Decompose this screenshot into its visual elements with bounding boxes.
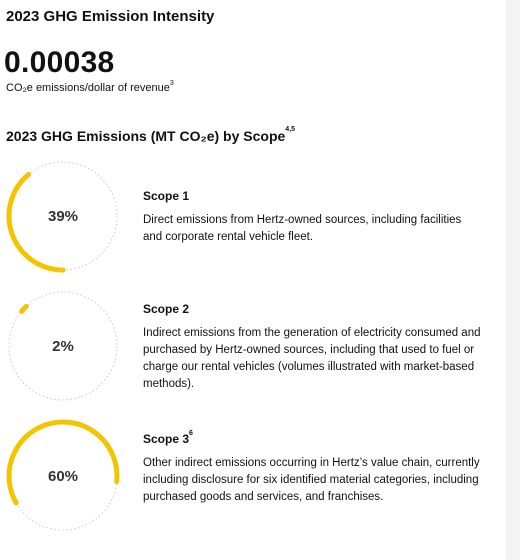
rings: 39% 2% 60% xyxy=(6,161,120,531)
ring-label: 60% xyxy=(48,468,78,485)
section-title-text: 2023 GHG Emissions (MT CO₂e) by Scope xyxy=(6,128,286,144)
footnote: 3 xyxy=(169,80,174,87)
scope-heading-text: Scope 2 xyxy=(143,302,190,316)
scope-heading: Scope 36 xyxy=(143,430,193,446)
scope-heading-text: Scope 1 xyxy=(143,189,190,203)
ring-arc xyxy=(6,419,120,506)
scope-description: Other indirect emissions occurring in He… xyxy=(143,457,480,503)
ring-label: 2% xyxy=(52,338,74,355)
ring-arc xyxy=(19,303,29,314)
footnote: 4,5 xyxy=(285,126,296,133)
footnote: 6 xyxy=(189,430,193,437)
ring-label: 39% xyxy=(48,208,78,225)
section-title: 2023 GHG Emissions (MT CO₂e) by Scope4,5 xyxy=(6,126,296,144)
scope-heading: Scope 1 xyxy=(143,189,189,203)
metric-caption: CO₂e emissions/dollar of revenue3 xyxy=(6,80,174,94)
scope-description: Indirect emissions from the generation o… xyxy=(143,327,481,390)
ring-track xyxy=(8,291,118,401)
side-strip xyxy=(506,0,520,560)
metric: 0.00038 xyxy=(4,46,115,79)
scope-heading-text: Scope 3 xyxy=(143,432,190,446)
scope-description: Direct emissions from Hertz-owned source… xyxy=(143,214,462,243)
title: 2023 GHG Emission Intensity xyxy=(6,8,215,25)
ring-arc xyxy=(6,171,66,273)
scope-heading: Scope 2 xyxy=(143,302,189,316)
caption-text: CO₂e emissions/dollar of revenue xyxy=(6,82,170,94)
